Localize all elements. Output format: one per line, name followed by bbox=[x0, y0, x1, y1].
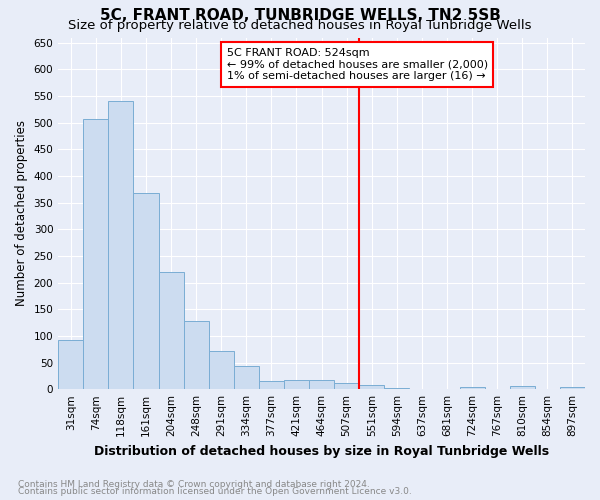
Bar bbox=[133, 193, 158, 389]
Text: Contains HM Land Registry data © Crown copyright and database right 2024.: Contains HM Land Registry data © Crown c… bbox=[18, 480, 370, 489]
Bar bbox=[385, 388, 409, 389]
Bar bbox=[560, 386, 585, 389]
Bar bbox=[460, 386, 485, 389]
Bar bbox=[109, 102, 133, 389]
Bar bbox=[184, 321, 209, 389]
Bar bbox=[284, 380, 309, 389]
Bar bbox=[83, 119, 109, 389]
X-axis label: Distribution of detached houses by size in Royal Tunbridge Wells: Distribution of detached houses by size … bbox=[94, 444, 549, 458]
Bar bbox=[158, 272, 184, 389]
Bar bbox=[510, 386, 535, 389]
Text: 5C FRANT ROAD: 524sqm
← 99% of detached houses are smaller (2,000)
1% of semi-de: 5C FRANT ROAD: 524sqm ← 99% of detached … bbox=[227, 48, 488, 82]
Bar bbox=[58, 340, 83, 389]
Bar bbox=[209, 352, 234, 389]
Bar bbox=[309, 380, 334, 389]
Bar bbox=[359, 386, 385, 389]
Text: Contains public sector information licensed under the Open Government Licence v3: Contains public sector information licen… bbox=[18, 488, 412, 496]
Y-axis label: Number of detached properties: Number of detached properties bbox=[15, 120, 28, 306]
Text: 5C, FRANT ROAD, TUNBRIDGE WELLS, TN2 5SB: 5C, FRANT ROAD, TUNBRIDGE WELLS, TN2 5SB bbox=[100, 8, 500, 22]
Bar bbox=[234, 366, 259, 389]
Bar bbox=[259, 380, 284, 389]
Text: Size of property relative to detached houses in Royal Tunbridge Wells: Size of property relative to detached ho… bbox=[68, 19, 532, 32]
Bar bbox=[334, 384, 359, 389]
